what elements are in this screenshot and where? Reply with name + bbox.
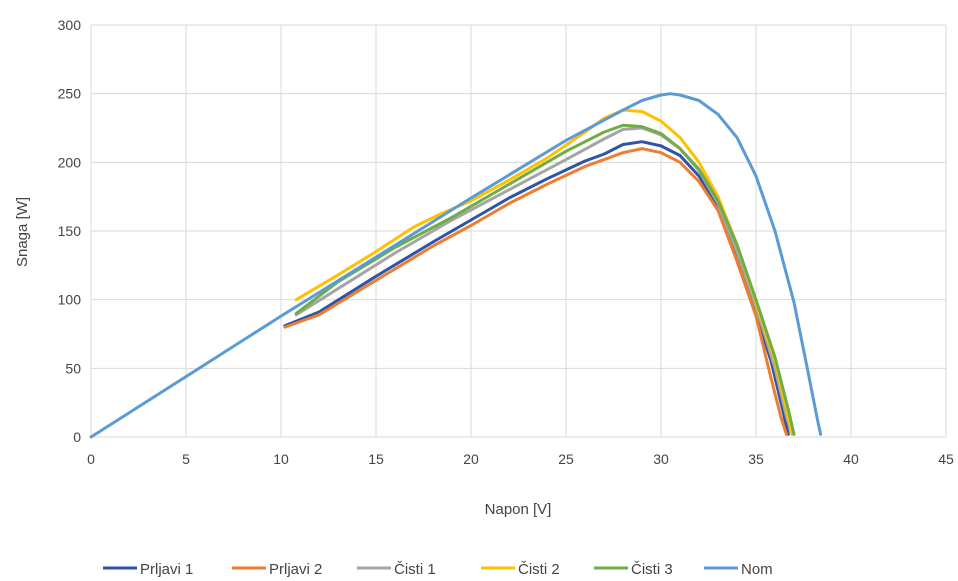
- x-tick-label: 5: [182, 451, 190, 467]
- x-axis-title: Napon [V]: [485, 501, 552, 518]
- series-lines: [89, 92, 823, 439]
- x-tick-label: 0: [87, 451, 95, 467]
- x-tick-label: 20: [463, 451, 479, 467]
- x-tick-label: 10: [273, 451, 289, 467]
- series-line-čisti-3: [294, 123, 796, 436]
- y-tick-label: 300: [58, 17, 82, 33]
- series-line-čisti-2: [294, 108, 794, 436]
- y-tick-label: 50: [65, 360, 81, 376]
- legend-label: Prljavi 1: [140, 561, 193, 578]
- y-tick-label: 0: [73, 429, 81, 445]
- legend: Prljavi 1 Prljavi 2 Čisti 1 Čisti 2 Čisti 3 N…: [103, 561, 773, 578]
- legend-label: Čisti 3: [631, 561, 673, 578]
- series-line-prljavi-2: [283, 147, 788, 436]
- legend-label: Čisti 1: [394, 561, 436, 578]
- x-tick-label: 30: [653, 451, 669, 467]
- y-tick-label: 250: [58, 86, 82, 102]
- legend-label: Prljavi 2: [269, 561, 322, 578]
- y-tick-label: 100: [58, 292, 82, 308]
- y-tick-label: 200: [58, 154, 82, 170]
- legend-label: Nom: [741, 561, 773, 578]
- y-tick-labels: 0 50 100 150 200 250 300: [58, 17, 82, 445]
- y-axis-title: Snaga [W]: [14, 197, 31, 267]
- series-line-nom: [89, 92, 823, 439]
- x-tick-label: 15: [368, 451, 384, 467]
- x-tick-labels: 0 5 10 15 20 25 30 35 40 45: [87, 451, 954, 467]
- x-tick-label: 40: [843, 451, 859, 467]
- y-tick-label: 150: [58, 223, 82, 239]
- x-tick-label: 25: [558, 451, 574, 467]
- grid-layer: [90, 24, 947, 438]
- x-tick-label: 35: [748, 451, 764, 467]
- legend-label: Čisti 2: [518, 561, 560, 578]
- x-tick-label: 45: [938, 451, 954, 467]
